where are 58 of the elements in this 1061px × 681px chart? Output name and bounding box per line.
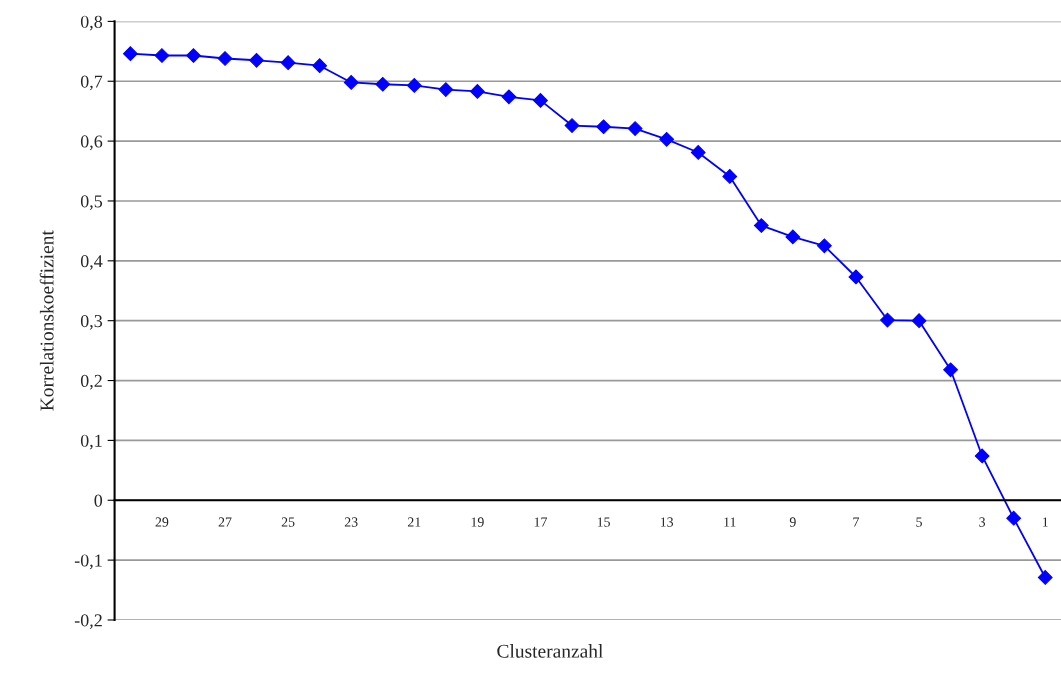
x-tick-label: 19 (471, 517, 484, 527)
point (880, 312, 895, 328)
x-tick-label: 9 (789, 517, 796, 527)
y-tick-label: 0 (94, 494, 103, 507)
x-tick-label: 15 (597, 517, 610, 527)
point (1006, 510, 1022, 526)
point (154, 48, 170, 63)
x-axis-title: Clusteranzahl (497, 644, 603, 658)
x-tick-label: 7 (853, 517, 860, 527)
point (375, 76, 391, 92)
point (627, 121, 643, 136)
x-tick-label: 29 (155, 517, 169, 527)
y-tick-label: 0,8 (80, 15, 103, 31)
point (596, 119, 611, 135)
point (186, 48, 201, 63)
point (280, 55, 296, 71)
point (312, 58, 328, 74)
point (249, 52, 264, 68)
point (659, 131, 675, 147)
x-tick-label: 5 (916, 517, 922, 527)
point (406, 78, 422, 93)
point (943, 362, 958, 378)
y-tick-label: 0,6 (80, 135, 103, 151)
point (785, 229, 801, 245)
y-tick-label: -0,1 (74, 554, 102, 570)
point (722, 169, 738, 184)
y-tick-label: 0,2 (80, 374, 102, 390)
point (911, 313, 927, 329)
y-tick-label: 0,3 (80, 314, 103, 330)
x-tick-label: 23 (344, 517, 358, 527)
x-tick-label: 11 (724, 517, 736, 527)
y-tick-label: -0,2 (74, 614, 102, 630)
point (501, 89, 517, 105)
point (1037, 570, 1053, 585)
point (690, 145, 706, 160)
y-tick-label: 0,5 (80, 195, 103, 210)
x-tick-label: 21 (407, 517, 421, 527)
point (217, 51, 233, 66)
y-tick-label: 0,7 (80, 75, 103, 91)
x-tick-label: 25 (281, 517, 295, 527)
y-tick-label: 0,4 (80, 255, 103, 270)
x-tick-label: 1 (1042, 517, 1048, 527)
point (533, 93, 548, 108)
point (438, 82, 454, 98)
point (817, 238, 832, 254)
y-axis-title: Korrelationskoeffizient (39, 230, 54, 411)
x-tick-label: 17 (534, 517, 548, 527)
x-tick-label: 3 (979, 517, 986, 527)
point (848, 269, 864, 285)
x-tick-label: 27 (218, 517, 232, 527)
x-tick-label: 13 (660, 517, 674, 527)
point (974, 448, 990, 464)
point (343, 75, 359, 90)
point (122, 46, 138, 62)
point (753, 218, 769, 233)
point (564, 118, 580, 133)
point (469, 84, 485, 99)
y-tick-label: 0,1 (80, 434, 102, 450)
